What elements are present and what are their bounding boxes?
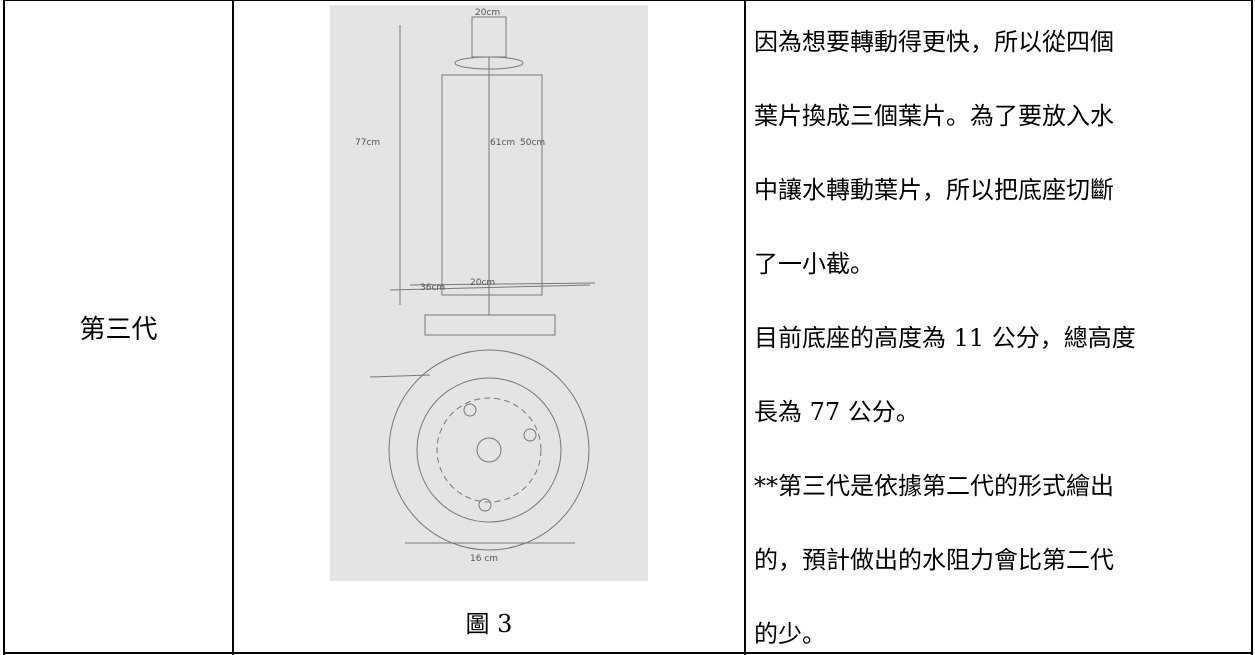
svg-text:20cm: 20cm <box>475 8 500 18</box>
description-line: **第三代是依據第二代的形式繪出 <box>754 472 1114 500</box>
svg-text:50cm: 50cm <box>520 138 545 148</box>
description-line: 葉片換成三個葉片。為了要放入水 <box>754 102 1114 130</box>
description-line: 長為 77 公分。 <box>754 398 920 426</box>
table-border <box>232 0 234 655</box>
description-line: 了一小截。 <box>754 250 874 278</box>
figure-caption: 圖 3 <box>465 610 513 638</box>
description-line: 中讓水轉動葉片，所以把底座切斷 <box>754 176 1114 204</box>
sketch-image: 20cm 77cm 61cm 50cm 36cm 20cm 16 cm <box>330 5 648 581</box>
description-line: 的少。 <box>754 620 826 648</box>
table-border <box>3 0 5 655</box>
description: 因為想要轉動得更快，所以從四個 葉片換成三個葉片。為了要放入水 中讓水轉動葉片，所以… <box>754 24 1252 652</box>
table-border <box>3 652 1253 654</box>
svg-text:20cm: 20cm <box>470 278 495 288</box>
table-border <box>1251 0 1253 655</box>
svg-text:16 cm: 16 cm <box>470 554 498 564</box>
svg-text:61cm: 61cm <box>490 138 515 148</box>
svg-text:36cm: 36cm <box>420 283 445 293</box>
row-label: 第三代 <box>79 315 158 345</box>
table-border <box>744 0 746 655</box>
description-line: 的，預計做出的水阻力會比第二代 <box>754 546 1114 574</box>
svg-text:77cm: 77cm <box>355 138 380 148</box>
description-line: 目前底座的高度為 11 公分，總高度 <box>754 324 1136 352</box>
table-border <box>3 0 1253 1</box>
description-line: 因為想要轉動得更快，所以從四個 <box>754 28 1114 56</box>
